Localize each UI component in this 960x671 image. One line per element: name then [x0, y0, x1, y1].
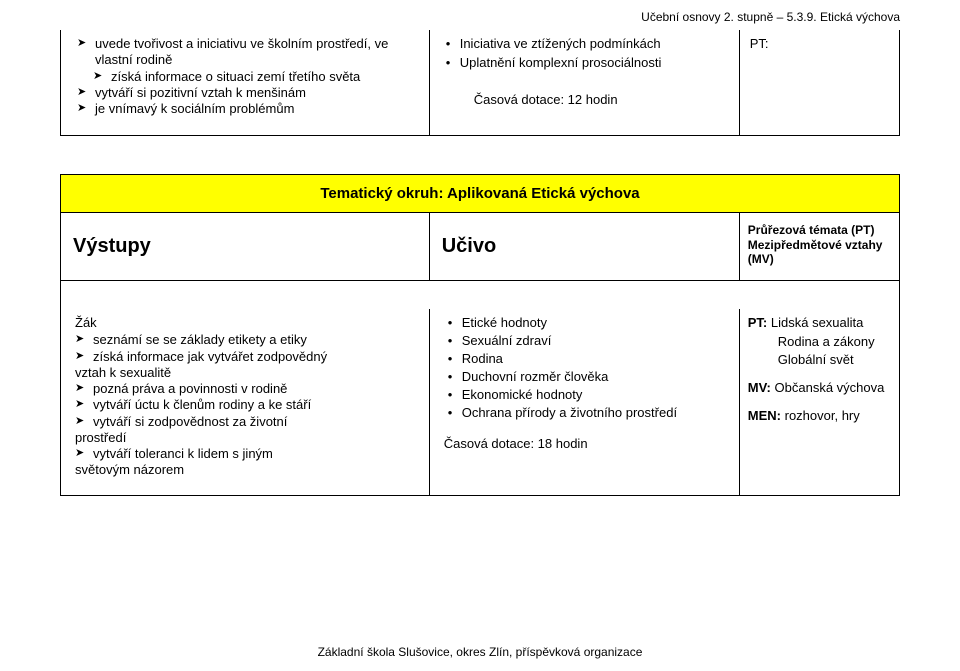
- list-item: získá informace o situaci zemí třetího s…: [77, 69, 419, 85]
- pupil-label: Žák: [75, 315, 419, 330]
- pt-line-3: Globální svět: [748, 352, 891, 368]
- list-item: prostředí: [75, 430, 419, 446]
- list-item: Duchovní rozměr člověka: [444, 369, 729, 386]
- pt-line: PT: Lidská sexualita: [748, 315, 891, 331]
- body-col-outputs: Žák seznámí se se základy etikety a etik…: [61, 309, 430, 494]
- list-item: vytváří úctu k členům rodiny a ke stáří: [75, 397, 419, 413]
- page-footer: Základní škola Slušovice, okres Zlín, př…: [0, 645, 960, 659]
- top-col-curriculum: Iniciativa ve ztížených podmínkách Uplatn…: [430, 30, 740, 135]
- list-item: vytváří toleranci k lidem s jiným: [75, 446, 419, 462]
- header-curriculum: Učivo: [430, 213, 740, 280]
- time-allocation: Časová dotace: 18 hodin: [444, 436, 729, 453]
- list-item: Rodina: [444, 351, 729, 368]
- list-item: vytváří si pozitivní vztah k menšinám: [77, 85, 419, 101]
- top-table-row: uvede tvořivost a iniciativu ve školním …: [60, 30, 900, 136]
- list-item: Ochrana přírody a životního prostředí: [444, 405, 729, 422]
- list-item: Uplatnění komplexní prosociálnosti: [444, 55, 729, 72]
- list-item: získá informace jak vytvářet zodpovědný: [75, 349, 419, 365]
- header-crossrefs: Průřezová témata (PT) Mezipředmětové vzt…: [740, 213, 899, 280]
- list-item: Ekonomické hodnoty: [444, 387, 729, 404]
- spacer: [60, 136, 900, 174]
- mv-line: MV: Občanská výchova: [748, 380, 891, 396]
- section-title: Tematický okruh: Aplikovaná Etická výcho…: [60, 174, 900, 213]
- body-col-curriculum: Etické hodnotySexuální zdravíRodinaDucho…: [430, 309, 740, 494]
- list-item: uvede tvořivost a iniciativu ve školním …: [77, 36, 419, 69]
- list-item: seznámí se se základy etikety a etiky: [75, 332, 419, 348]
- list-item: pozná práva a povinnosti v rodině: [75, 381, 419, 397]
- list-item: světovým názorem: [75, 462, 419, 478]
- list-item: vytváří si zodpovědnost za životní: [75, 414, 419, 430]
- top-col-outputs: uvede tvořivost a iniciativu ve školním …: [61, 30, 430, 135]
- list-item: Iniciativa ve ztížených podmínkách: [444, 36, 729, 53]
- time-allocation: Časová dotace: 12 hodin: [444, 92, 729, 109]
- body-table-row: Žák seznámí se se základy etikety a etik…: [60, 309, 900, 495]
- list-item: je vnímavý k sociálním problémům: [77, 101, 419, 117]
- top-col-crossrefs: PT:: [740, 30, 899, 135]
- gap-row: [60, 281, 900, 309]
- list-item: Etické hodnoty: [444, 315, 729, 332]
- list-item: vztah k sexualitě: [75, 365, 419, 381]
- table-header-row: Výstupy Učivo Průřezová témata (PT) Mezi…: [60, 213, 900, 281]
- page: Učební osnovy 2. stupně – 5.3.9. Etická …: [0, 0, 960, 671]
- list-item: Sexuální zdraví: [444, 333, 729, 350]
- header-outputs: Výstupy: [61, 213, 430, 280]
- men-line: MEN: rozhovor, hry: [748, 408, 891, 424]
- pt-label: PT:: [750, 36, 769, 51]
- page-header: Učební osnovy 2. stupně – 5.3.9. Etická …: [60, 10, 900, 24]
- pt-line-2: Rodina a zákony: [748, 334, 891, 350]
- body-col-crossrefs: PT: Lidská sexualita Rodina a zákony Glo…: [740, 309, 899, 494]
